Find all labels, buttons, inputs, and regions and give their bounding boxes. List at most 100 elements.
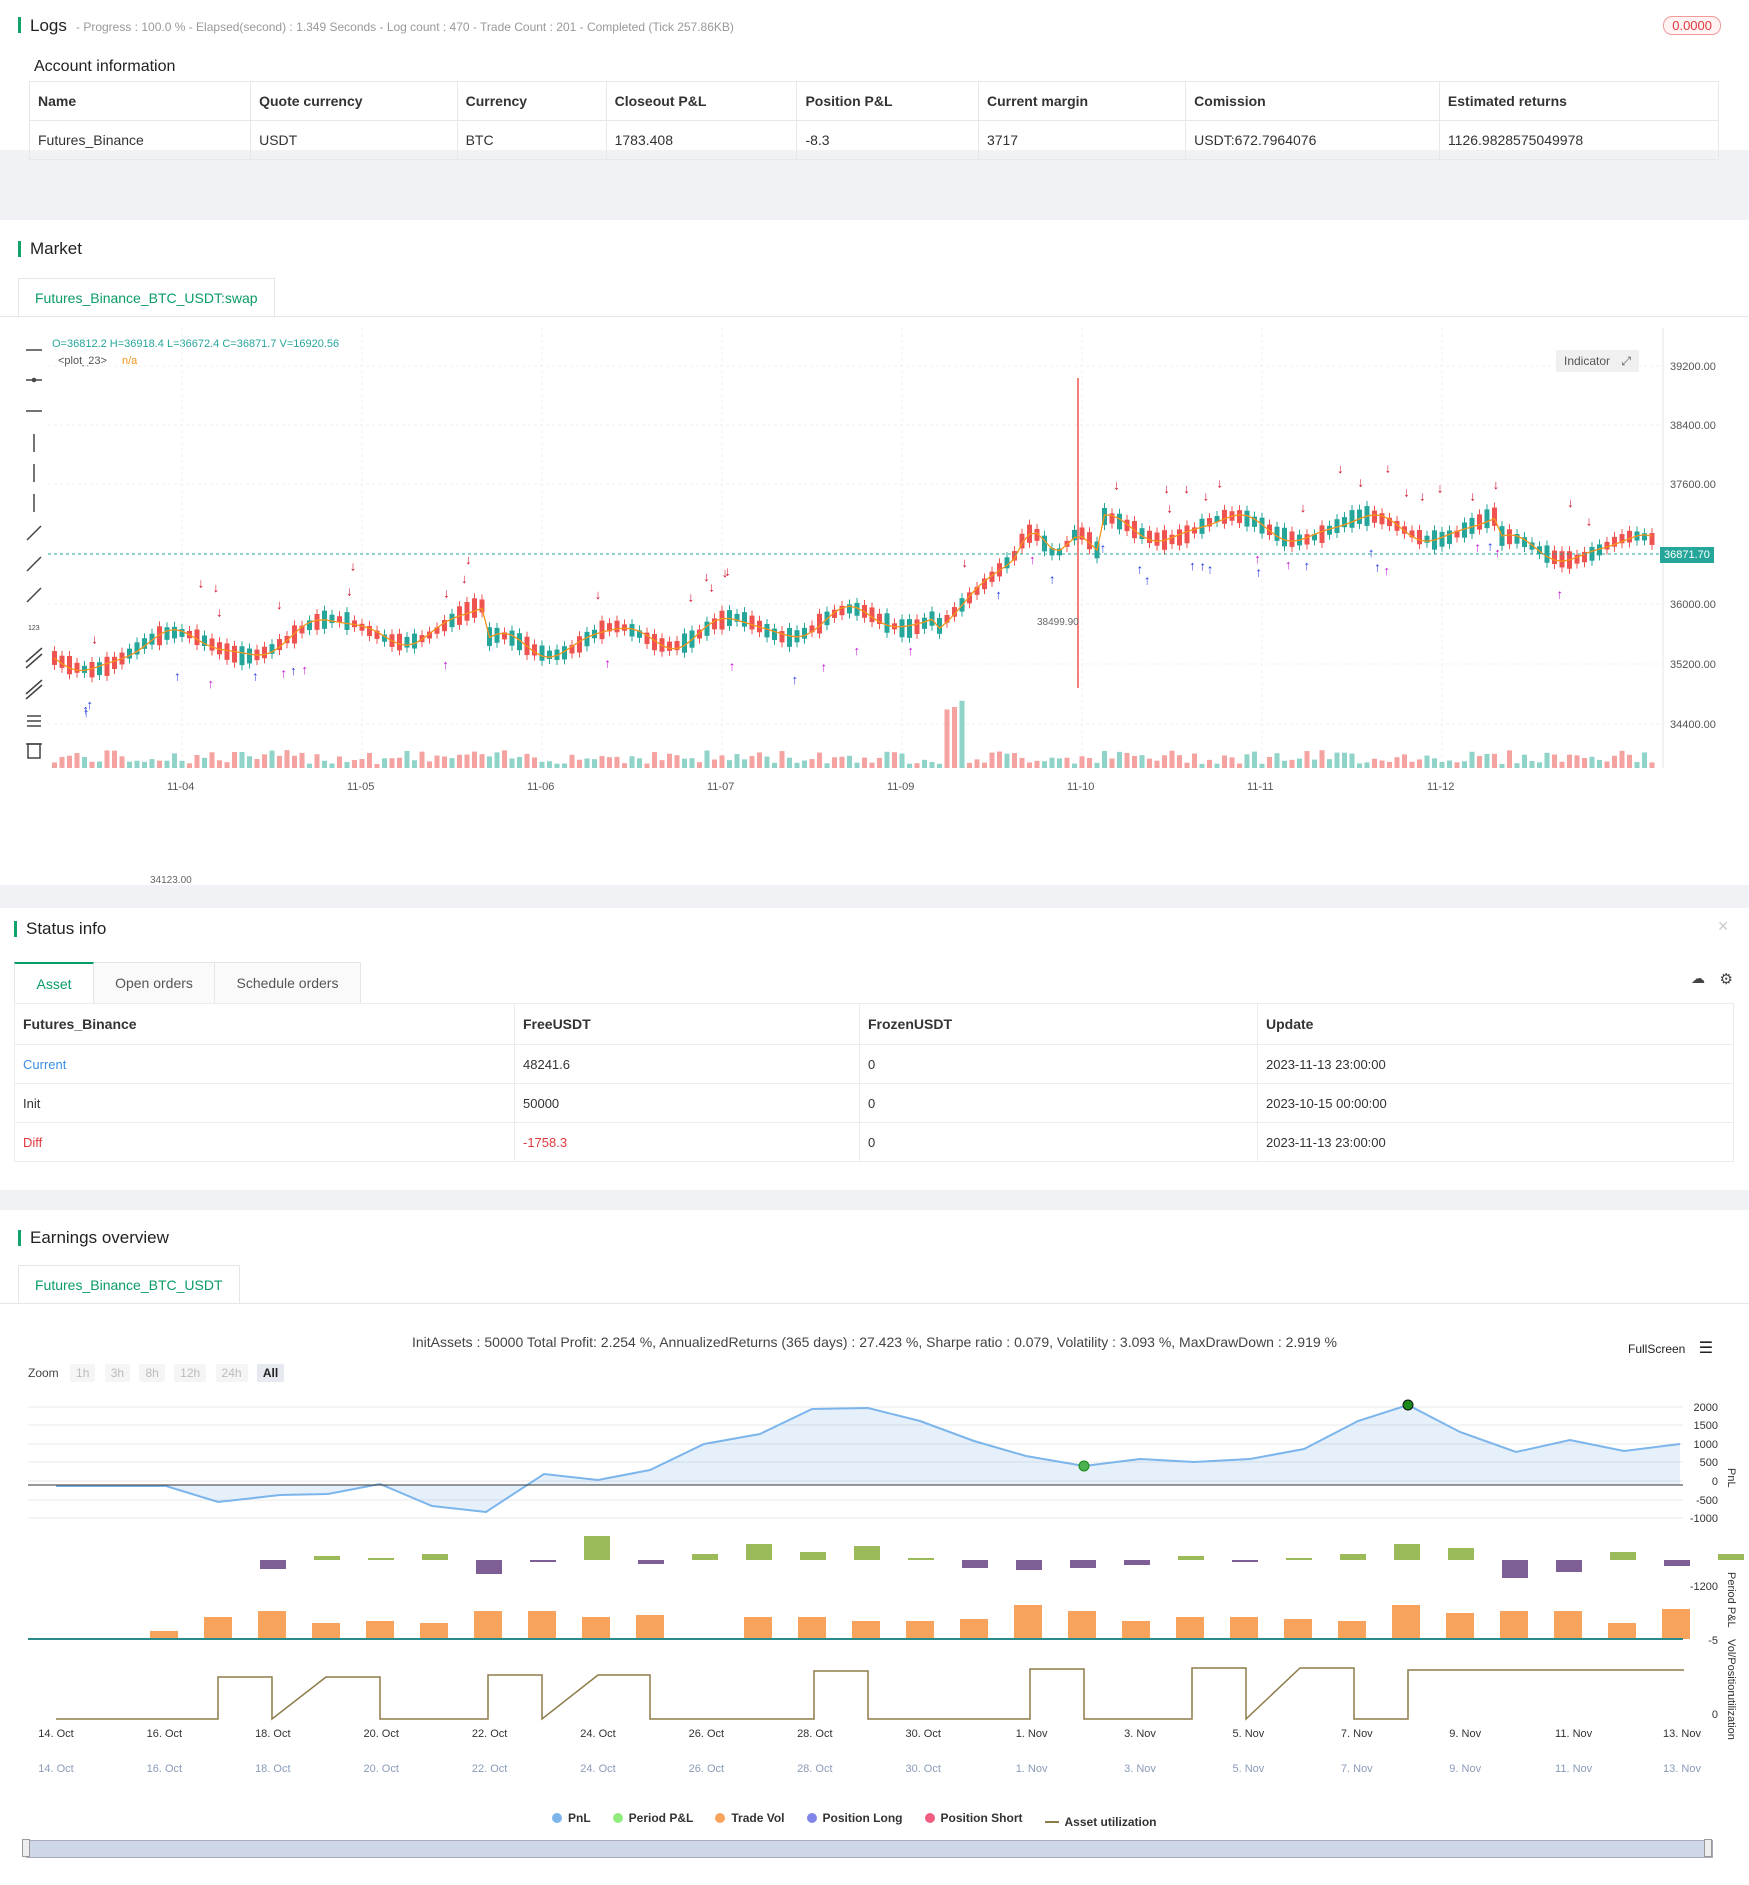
earnings-tab[interactable]: Futures_Binance_BTC_USDT — [18, 1265, 240, 1305]
period-bar — [1394, 1544, 1420, 1560]
period-bar — [962, 1560, 988, 1568]
zoom-8h[interactable]: 8h — [139, 1364, 165, 1382]
navigator-tick: 26. Oct — [689, 1763, 724, 1775]
zoom-12h[interactable]: 12h — [174, 1364, 207, 1382]
navigator-tick: 1. Nov — [1016, 1763, 1048, 1775]
trade-arrow: ↓ — [461, 571, 468, 586]
period-bar — [1070, 1560, 1096, 1568]
legend-item[interactable]: Trade Vol — [715, 1811, 785, 1825]
trade-arrow: ↑ — [174, 669, 181, 684]
tab-schedule-orders[interactable]: Schedule orders — [215, 962, 361, 1004]
table-row: Current 48241.6 0 2023-11-13 23:00:00 — [14, 1044, 1734, 1084]
trade-arrow: ↓ — [443, 585, 450, 600]
vol-bar — [1392, 1605, 1420, 1639]
zoom-all[interactable]: All — [256, 1364, 285, 1382]
vol-bar — [528, 1611, 556, 1639]
earnings-panel: Earnings overview Futures_Binance_BTC_US… — [0, 1210, 1749, 1885]
zoom-3h[interactable]: 3h — [104, 1364, 131, 1382]
period-bar — [1448, 1548, 1474, 1560]
col-free: FreeUSDT — [514, 1003, 860, 1045]
trade-arrow: ↑ — [1144, 572, 1151, 587]
trade-arrow: ↑ — [995, 587, 1002, 602]
trade-arrow: ↑ — [907, 643, 914, 658]
vol-bar — [636, 1615, 664, 1639]
tab-open-orders[interactable]: Open orders — [94, 962, 215, 1004]
price-chart[interactable]: ↓↑↓↓↑↓↓ ↓↓↑↓↑ ↑↑↓↓↑↑↓↓↑ ↑↑↑↑↓↑↑↑↑↓↓↓↑↓↑↓↓↑↓… — [48, 328, 1748, 798]
text-tool-icon: 123 — [28, 625, 40, 632]
trade-arrow: ↑ — [82, 702, 89, 717]
trend-line-icon — [26, 525, 42, 541]
account-cell-6: USDT:672.7964076 — [1185, 120, 1440, 160]
vol-bar — [906, 1621, 934, 1639]
trade-arrow: ↑ — [1304, 558, 1311, 573]
navigator-handle-left[interactable] — [22, 1839, 30, 1857]
low-price-label: 34123.00 — [150, 875, 192, 886]
trade-arrow: ↓ — [465, 552, 472, 567]
close-icon[interactable]: ✕ — [1717, 918, 1729, 934]
menu-icon[interactable]: ☰ — [1698, 1340, 1714, 1357]
legend-label: Position Short — [940, 1811, 1023, 1825]
period-bar — [854, 1546, 880, 1560]
pnl-tick: 1500 — [1694, 1420, 1718, 1432]
trade-arrow: ↓ — [1183, 481, 1190, 496]
download-icon[interactable]: ☁ — [1691, 970, 1705, 986]
earnings-x-tick: 7. Nov — [1341, 1728, 1373, 1740]
period-bar — [260, 1560, 286, 1569]
cell-frozen: 0 — [859, 1122, 1258, 1162]
vol-bar — [582, 1617, 610, 1639]
axis-label: Vol/Position — [1725, 1639, 1737, 1696]
vol-bar — [1122, 1621, 1150, 1639]
y-tick: 36000.00 — [1670, 599, 1716, 611]
legend-item[interactable]: Period P&L — [612, 1811, 693, 1825]
trade-arrow: ↑ — [280, 666, 287, 681]
legend-item[interactable]: Asset utilization — [1044, 1815, 1157, 1829]
trade-arrow: ↑ — [442, 657, 449, 672]
navigator[interactable] — [26, 1840, 1713, 1858]
account-cell-5: 3717 — [977, 120, 1187, 160]
zoom-24h[interactable]: 24h — [215, 1364, 248, 1382]
vol-bar — [1446, 1613, 1474, 1639]
trade-arrow: ↓ — [350, 559, 357, 574]
trade-arrow: ↓ — [213, 580, 220, 595]
drawing-tools-icons[interactable]: 123 — [20, 340, 48, 800]
legend-item[interactable]: PnL — [552, 1811, 591, 1825]
settings-icon[interactable]: ⚙ — [1719, 971, 1733, 988]
account-col-0: Name — [28, 81, 252, 121]
cell-update: 2023-11-13 23:00:00 — [1257, 1044, 1734, 1084]
earnings-x-tick: 20. Oct — [363, 1728, 398, 1740]
last-price-tag: 36871.70 — [1660, 547, 1714, 563]
ray-icon — [26, 556, 42, 572]
indicator-button[interactable]: Indicator ⤢ — [1556, 350, 1639, 372]
earnings-x-tick: 5. Nov — [1233, 1728, 1265, 1740]
trade-arrow: ↑ — [791, 672, 798, 687]
earnings-x-tick: 28. Oct — [797, 1728, 832, 1740]
legend-item[interactable]: Position Long — [806, 1811, 903, 1825]
vol-bar — [1554, 1611, 1582, 1639]
row-label-current: Current — [14, 1044, 515, 1084]
navigator-handle-right[interactable] — [1704, 1839, 1712, 1857]
navigator-tick: 9. Nov — [1449, 1763, 1481, 1775]
account-col-2: Currency — [456, 81, 607, 121]
logs-summary: - Progress : 100.0 % - Elapsed(second) :… — [76, 20, 734, 34]
earnings-legend: PnL Period P&L Trade Vol Position Long Posit… — [552, 1810, 1179, 1829]
min-marker — [1078, 1460, 1090, 1472]
earnings-chart[interactable]: 2000 1500 1000 500 0 -500 -1000 -1200 -5 0 PnL Peri… — [0, 1394, 1749, 1834]
earnings-x-tick: 18. Oct — [255, 1728, 290, 1740]
legend-label: Position Long — [822, 1811, 903, 1825]
trade-arrow: ↑ — [1285, 557, 1292, 572]
legend-item[interactable]: Position Short — [924, 1811, 1023, 1825]
tab-asset[interactable]: Asset — [14, 962, 94, 1005]
trade-arrow: ↓ — [276, 597, 283, 612]
zoom-1h[interactable]: 1h — [70, 1364, 96, 1382]
account-cell-1: USDT — [250, 120, 458, 160]
trash-icon — [27, 743, 41, 759]
util-tick: 0 — [1712, 1709, 1718, 1721]
market-tab[interactable]: Futures_Binance_BTC_USDT:swap — [18, 278, 275, 318]
trade-arrow: ↑ — [1049, 572, 1056, 587]
account-cell-7: 1126.9828575049978 — [1438, 120, 1720, 160]
trade-arrow: ↑ — [1556, 587, 1563, 602]
fullscreen-button[interactable]: FullScreen ☰ — [1628, 1338, 1713, 1358]
trade-arrow: ↑ — [290, 663, 297, 678]
vol-bar — [1068, 1611, 1096, 1639]
pnl-tick: 1000 — [1694, 1439, 1718, 1451]
